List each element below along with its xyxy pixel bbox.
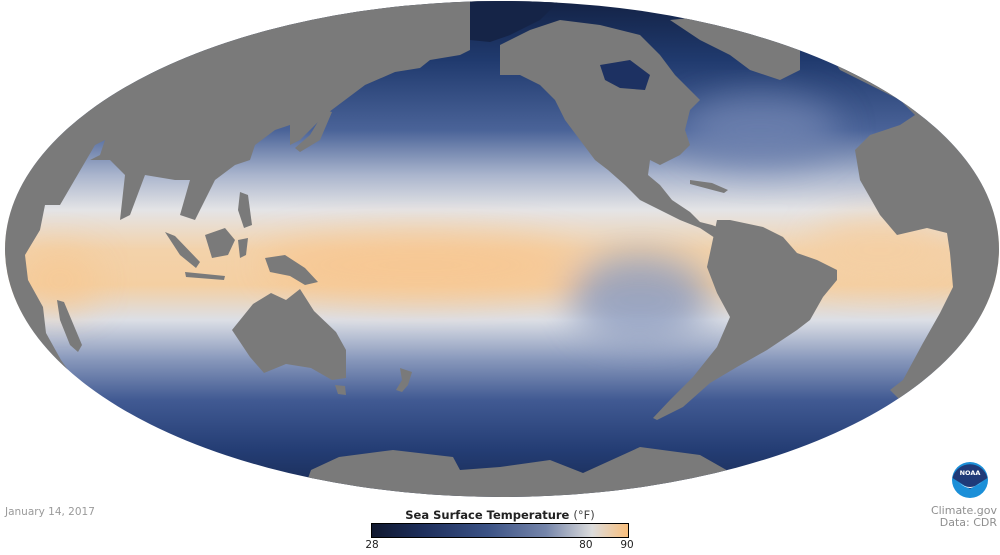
- new-zealand: [396, 368, 412, 392]
- tasmania: [335, 385, 346, 395]
- land-masses: [5, 1, 999, 497]
- colorbar-tick-90: 90: [620, 539, 634, 551]
- madagascar: [57, 300, 82, 352]
- legend-unit: (°F): [573, 508, 595, 522]
- north-america: [500, 20, 725, 238]
- japan: [295, 110, 332, 152]
- colorbar-tick-28: 28: [365, 539, 379, 551]
- arctic-ocean: [470, 1, 560, 42]
- eurasia: [5, 1, 470, 420]
- noaa-logo-text: NOAA: [960, 469, 981, 477]
- philippines: [238, 192, 252, 228]
- hudson-bay: [600, 60, 650, 90]
- legend-title: Sea Surface Temperature (°F): [370, 508, 630, 522]
- noaa-logo: NOAA: [952, 462, 988, 498]
- sumatra: [165, 232, 200, 268]
- sulawesi: [238, 238, 248, 258]
- java: [185, 272, 225, 280]
- sst-world-map: [5, 1, 999, 497]
- date-label: January 14, 2017: [5, 506, 95, 518]
- new-guinea: [265, 255, 318, 285]
- credit-data: Data: CDR: [939, 516, 997, 529]
- credits: Climate.gov Data: CDR: [931, 505, 997, 529]
- colorbar-tick-80: 80: [579, 539, 593, 551]
- legend-title-text: Sea Surface Temperature: [405, 508, 570, 522]
- australia: [232, 289, 346, 380]
- borneo: [205, 228, 235, 258]
- colorbar: [371, 523, 629, 538]
- south-america: [653, 220, 837, 420]
- caribbean-islands: [690, 180, 728, 193]
- credit-source: Climate.gov: [930, 504, 997, 517]
